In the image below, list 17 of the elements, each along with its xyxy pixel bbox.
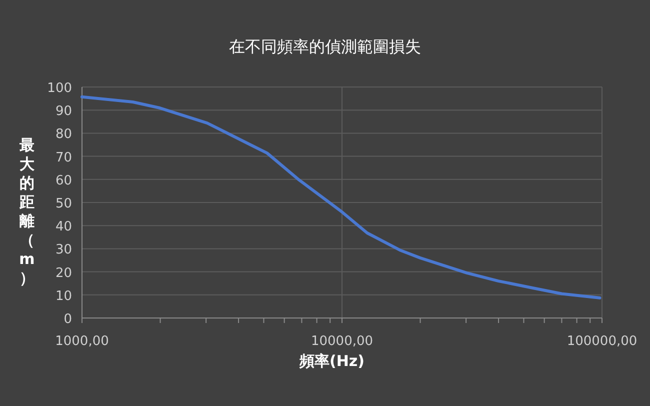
y-tick-label: 90: [55, 104, 72, 120]
y-tick-label: 40: [55, 220, 72, 235]
y-tick-label: 0: [64, 312, 72, 327]
x-axis-title: 頻率(Hz): [298, 352, 364, 370]
y-tick-label: 50: [55, 196, 72, 212]
y-tick-label: 70: [55, 150, 72, 166]
y-tick-label: 30: [55, 242, 72, 258]
y-tick-label: 10: [55, 288, 72, 304]
y-tick-label: 20: [55, 266, 72, 281]
x-tick-label: 100000,00: [566, 334, 638, 349]
y-axis-title: 最大的距離（m）: [18, 136, 36, 287]
x-tick-label: 10000,00: [310, 334, 374, 349]
y-tick-label: 100: [47, 81, 72, 96]
chart-title: 在不同頻率的偵測範圍損失: [229, 37, 421, 56]
x-tick-label: 1000,00: [55, 334, 109, 349]
y-tick-label: 60: [55, 173, 72, 188]
y-tick-label: 80: [55, 127, 72, 142]
